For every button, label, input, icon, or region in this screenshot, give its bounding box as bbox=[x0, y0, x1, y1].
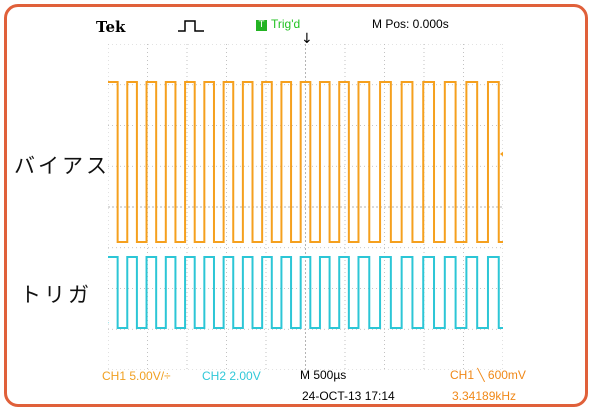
trigger-status: Trig'd bbox=[271, 17, 301, 31]
ch2-square-wave bbox=[108, 256, 503, 329]
trigger-setting-readout: CH1 ╲ 600mV bbox=[450, 368, 526, 382]
ch1-signal-label: バイアス bbox=[14, 154, 110, 178]
down-arrow-icon: ↓ bbox=[301, 31, 313, 47]
ch1-scale-readout: CH1 5.00V/÷ bbox=[102, 369, 171, 383]
timebase-readout: M 500µs bbox=[300, 368, 347, 382]
ch2-ground-marker: 2+ bbox=[108, 318, 109, 328]
trigger-status-icon: T bbox=[256, 20, 267, 31]
main-position-readout: M Pos: 0.000s bbox=[372, 17, 449, 31]
image-frame bbox=[4, 4, 588, 407]
ch2-signal-label: トリガ bbox=[20, 283, 92, 307]
brand-logo: Tek bbox=[96, 18, 126, 36]
square-pulse-icon bbox=[178, 20, 204, 32]
ch2-scale-readout: CH2 2.00V bbox=[202, 369, 261, 383]
oscilloscope-screen: 2+ bbox=[108, 44, 503, 370]
date-time-readout: 24-OCT-13 17:14 bbox=[302, 389, 395, 403]
ch2-waveform bbox=[108, 256, 503, 329]
arrow-left-icon bbox=[500, 151, 503, 157]
graticule bbox=[108, 44, 503, 370]
ch1-waveform bbox=[108, 81, 503, 243]
scope-header bbox=[96, 10, 508, 34]
frequency-readout: 3.34189kHz bbox=[452, 389, 517, 403]
ch1-square-wave bbox=[108, 81, 503, 243]
